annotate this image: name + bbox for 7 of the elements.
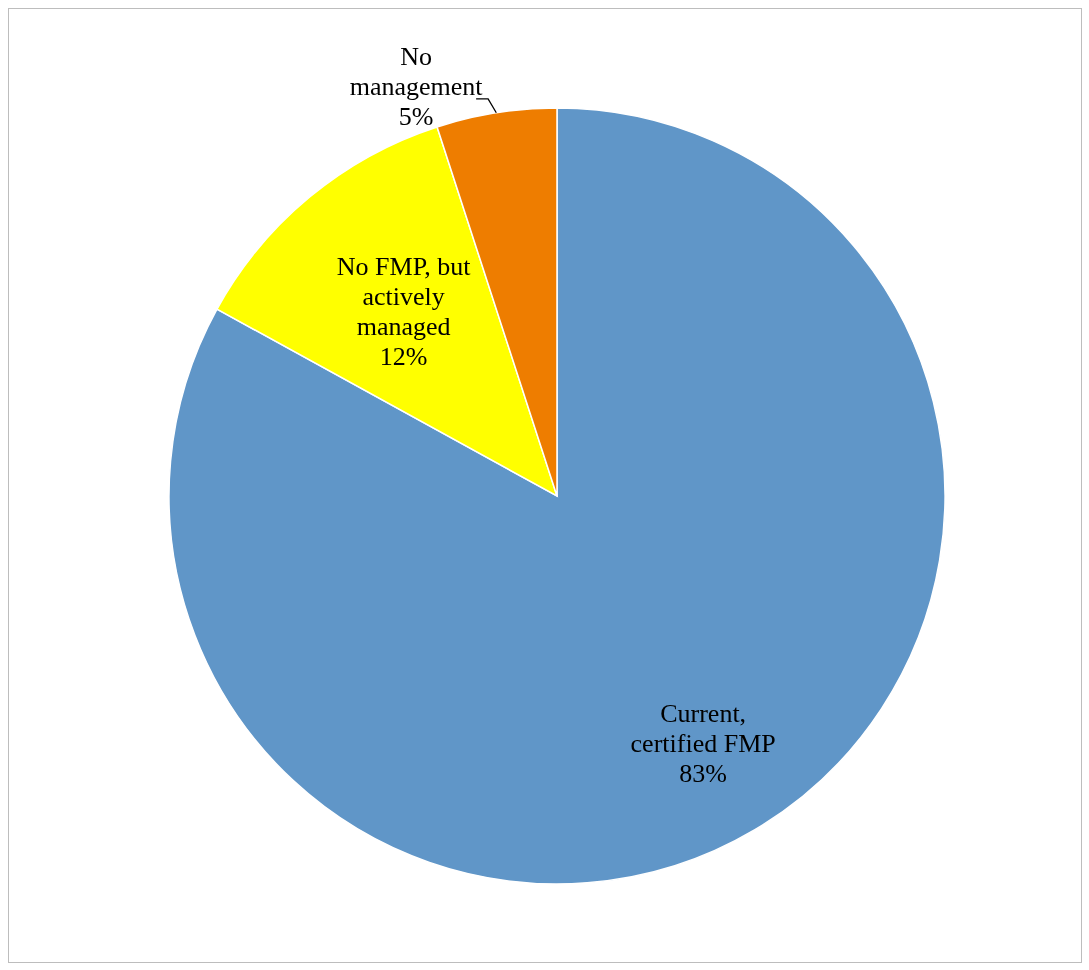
slice-label: No management — [349, 41, 484, 101]
data-label: 12% — [379, 341, 428, 371]
slice-label: No FMP, but actively managed — [336, 251, 472, 341]
data-label: 5% — [398, 101, 434, 131]
data-label: 83% — [679, 759, 727, 789]
slice-label: Current, certified FMP — [630, 699, 776, 759]
pie-slice — [168, 107, 946, 885]
